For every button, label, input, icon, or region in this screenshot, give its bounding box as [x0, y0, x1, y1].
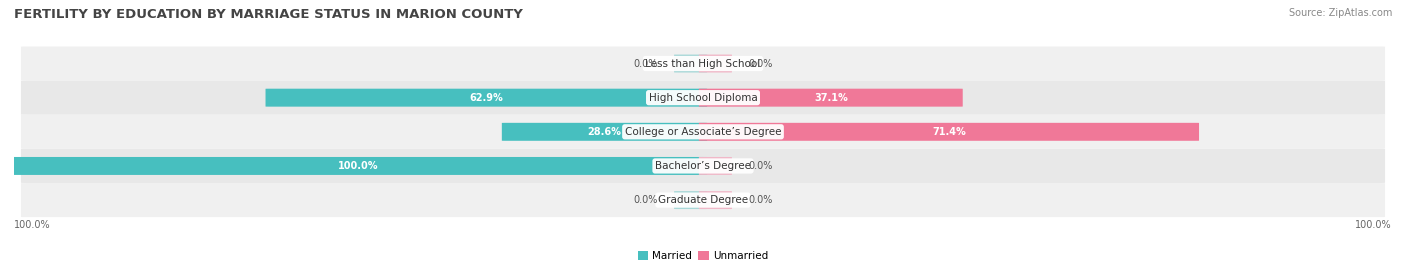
Text: High School Diploma: High School Diploma [648, 93, 758, 103]
Legend: Married, Unmarried: Married, Unmarried [634, 247, 772, 265]
FancyBboxPatch shape [673, 191, 707, 209]
FancyBboxPatch shape [21, 47, 1385, 80]
FancyBboxPatch shape [699, 123, 1199, 141]
Text: 100.0%: 100.0% [1355, 220, 1392, 230]
Text: Graduate Degree: Graduate Degree [658, 195, 748, 205]
Text: 0.0%: 0.0% [748, 59, 773, 69]
Text: Source: ZipAtlas.com: Source: ZipAtlas.com [1288, 8, 1392, 18]
FancyBboxPatch shape [21, 149, 1385, 183]
Text: 100.0%: 100.0% [14, 220, 51, 230]
Text: FERTILITY BY EDUCATION BY MARRIAGE STATUS IN MARION COUNTY: FERTILITY BY EDUCATION BY MARRIAGE STATU… [14, 8, 523, 21]
FancyBboxPatch shape [699, 89, 963, 107]
Text: 0.0%: 0.0% [748, 161, 773, 171]
FancyBboxPatch shape [502, 123, 707, 141]
FancyBboxPatch shape [21, 183, 1385, 217]
Text: 28.6%: 28.6% [588, 127, 621, 137]
Text: 0.0%: 0.0% [633, 195, 658, 205]
Text: 37.1%: 37.1% [814, 93, 848, 103]
FancyBboxPatch shape [10, 157, 707, 175]
Text: 0.0%: 0.0% [748, 195, 773, 205]
Text: 0.0%: 0.0% [633, 59, 658, 69]
FancyBboxPatch shape [266, 89, 707, 107]
FancyBboxPatch shape [699, 191, 733, 209]
Text: Less than High School: Less than High School [645, 59, 761, 69]
FancyBboxPatch shape [699, 55, 733, 73]
Text: 100.0%: 100.0% [339, 161, 378, 171]
Text: 62.9%: 62.9% [470, 93, 503, 103]
FancyBboxPatch shape [673, 55, 707, 73]
Text: College or Associate’s Degree: College or Associate’s Degree [624, 127, 782, 137]
Text: 71.4%: 71.4% [932, 127, 966, 137]
Text: Bachelor’s Degree: Bachelor’s Degree [655, 161, 751, 171]
FancyBboxPatch shape [699, 157, 733, 175]
FancyBboxPatch shape [21, 81, 1385, 115]
FancyBboxPatch shape [21, 115, 1385, 149]
